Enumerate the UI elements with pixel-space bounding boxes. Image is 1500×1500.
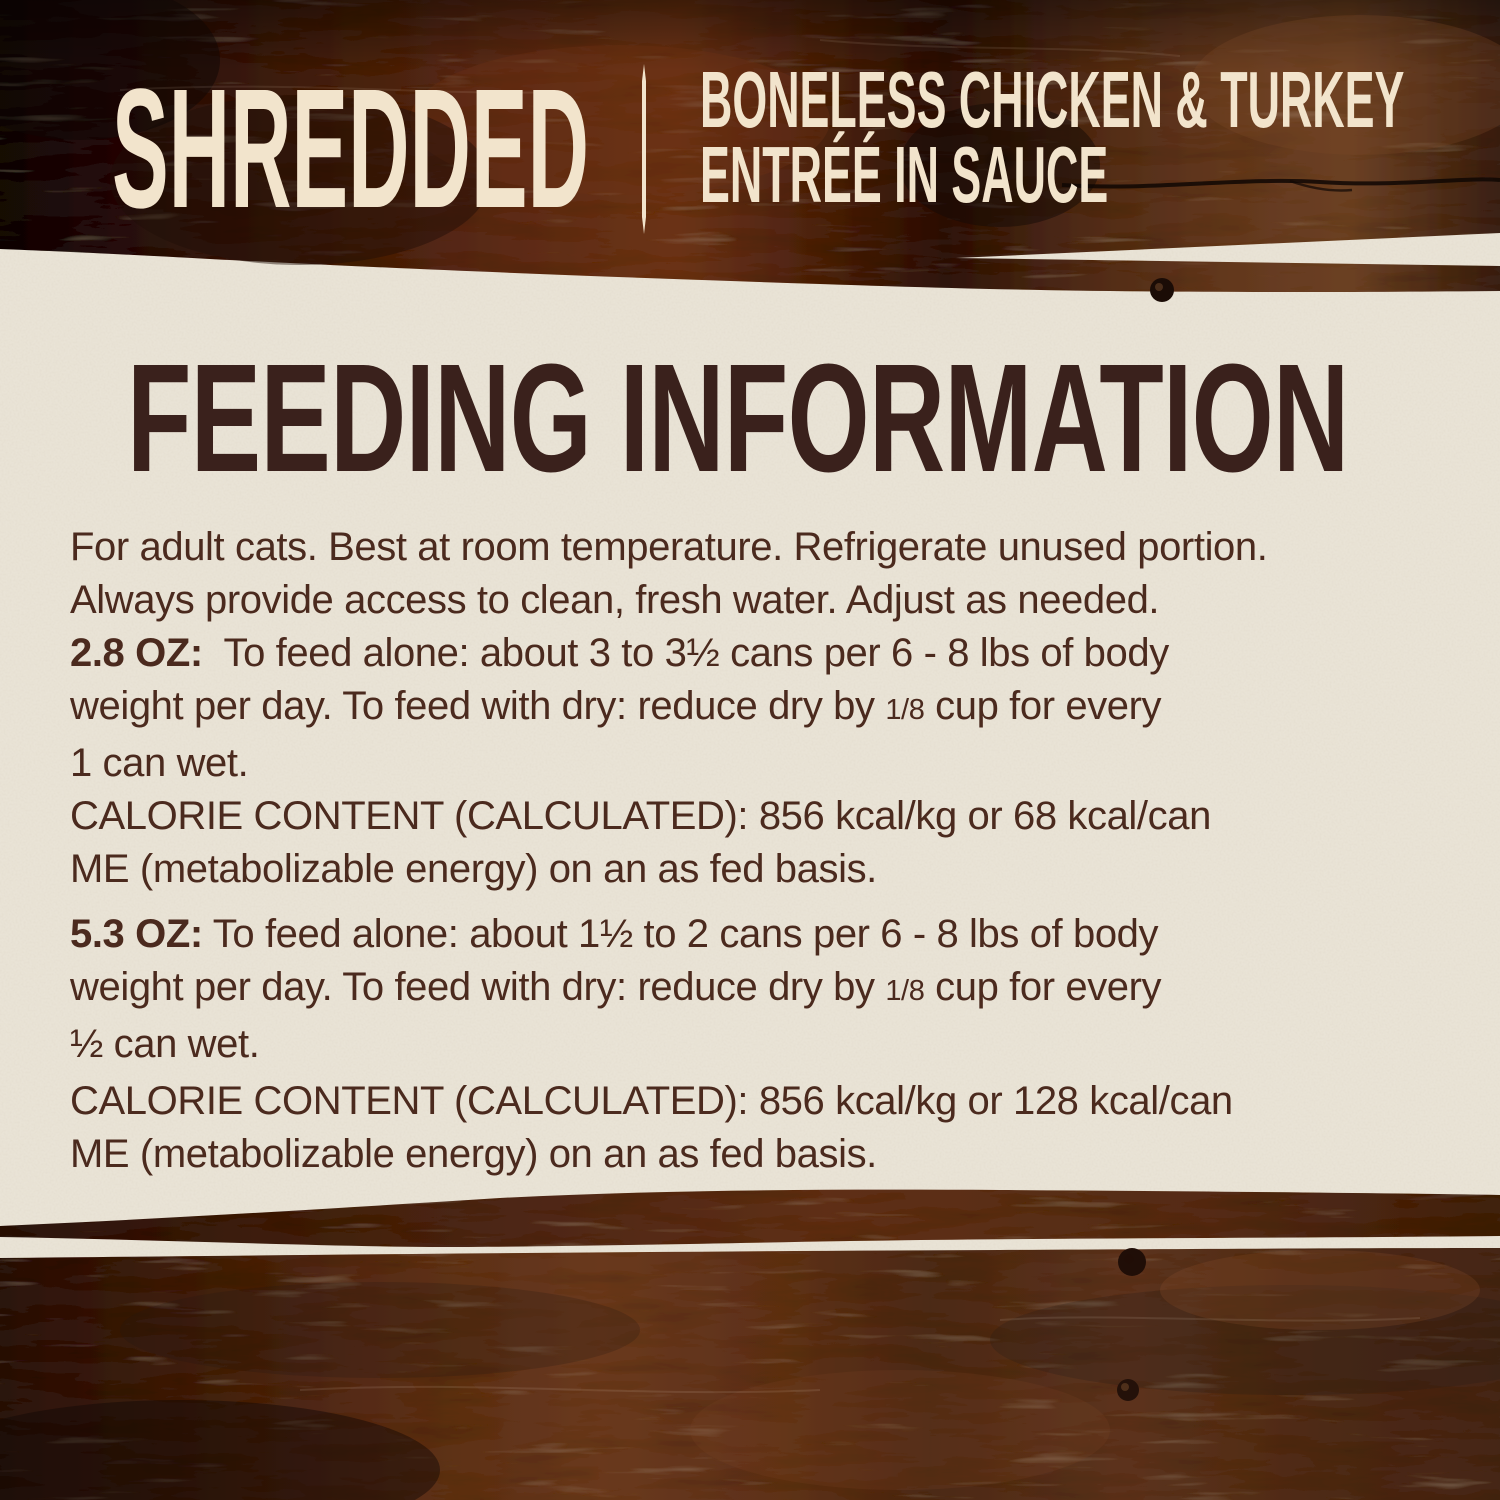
text-line: 1 can wet.: [70, 737, 1470, 790]
text-line: weight per day. To feed with dry: reduce…: [70, 961, 1470, 1018]
size-label: 2.8 OZ:: [70, 631, 203, 675]
text-segment: cup for every: [924, 965, 1162, 1009]
text-segment: 1/8: [885, 694, 925, 726]
text-line: CALORIE CONTENT (CALCULATED): 856 kcal/k…: [70, 1075, 1470, 1128]
text-line: 2.8 OZ: To feed alone: about 3 to 3½ can…: [70, 627, 1470, 680]
paragraph: 2.8 OZ: To feed alone: about 3 to 3½ can…: [70, 627, 1470, 790]
text-segment: To feed alone: about 3 to 3½ cans per 6 …: [202, 631, 1170, 675]
text-segment: ½ can wet.: [70, 1022, 260, 1066]
paragraph: CALORIE CONTENT (CALCULATED): 856 kcal/k…: [70, 790, 1470, 896]
text-segment: weight per day. To feed with dry: reduce…: [70, 965, 886, 1009]
title-divider: [642, 64, 646, 234]
knot: [1118, 1248, 1146, 1276]
variant-line-1: BONELESS CHICKEN & TURKEY: [700, 55, 1405, 144]
nail-head: [1150, 278, 1174, 302]
text-line: weight per day. To feed with dry: reduce…: [70, 680, 1470, 737]
text-segment: 1/8: [885, 975, 925, 1007]
text-segment: CALORIE CONTENT (CALCULATED): 856 kcal/k…: [70, 794, 1211, 838]
feeding-instructions: For adult cats. Best at room temperature…: [70, 521, 1470, 1181]
feeding-information-heading: FEEDING INFORMATION: [127, 332, 1349, 504]
wood-bottom: [0, 1248, 1500, 1500]
text-segment: weight per day. To feed with dry: reduce…: [70, 684, 886, 728]
text-segment: ME (metabolizable energy) on an as fed b…: [70, 847, 877, 891]
text-line: Always provide access to clean, fresh wa…: [70, 574, 1470, 627]
paragraph: CALORIE CONTENT (CALCULATED): 856 kcal/k…: [70, 1075, 1470, 1181]
text-segment: Always provide access to clean, fresh wa…: [70, 578, 1160, 622]
text-segment: ME (metabolizable energy) on an as fed b…: [70, 1132, 877, 1176]
variant-line-2: ENTRÉÉ IN SAUCE: [700, 130, 1109, 219]
wood-top: [0, 0, 1500, 293]
text-line: ½ can wet.: [70, 1018, 1470, 1071]
text-line: ME (metabolizable energy) on an as fed b…: [70, 843, 1470, 896]
text-line: 5.3 OZ: To feed alone: about 1½ to 2 can…: [70, 908, 1470, 961]
wood-crack: [1061, 177, 1500, 189]
text-segment: To feed alone: about 1½ to 2 cans per 6 …: [202, 912, 1159, 956]
text-segment: CALORIE CONTENT (CALCULATED): 856 kcal/k…: [70, 1079, 1233, 1123]
text-line: CALORIE CONTENT (CALCULATED): 856 kcal/k…: [70, 790, 1470, 843]
text-segment: For adult cats. Best at room temperature…: [70, 525, 1268, 569]
size-label: 5.3 OZ:: [70, 912, 203, 956]
product-line-title: SHREDDED: [112, 54, 590, 244]
text-segment: 1 can wet.: [70, 741, 249, 785]
paragraph: 5.3 OZ: To feed alone: about 1½ to 2 can…: [70, 908, 1470, 1071]
nail-head: [1117, 1379, 1139, 1401]
text-line: ME (metabolizable energy) on an as fed b…: [70, 1128, 1470, 1181]
text-line: For adult cats. Best at room temperature…: [70, 521, 1470, 574]
variant-title: BONELESS CHICKEN & TURKEY ENTRÉÉ IN SAUC…: [700, 55, 1405, 219]
wood-swoosh: [0, 1189, 1500, 1247]
paragraph: For adult cats. Best at room temperature…: [70, 521, 1470, 627]
text-segment: cup for every: [924, 684, 1162, 728]
